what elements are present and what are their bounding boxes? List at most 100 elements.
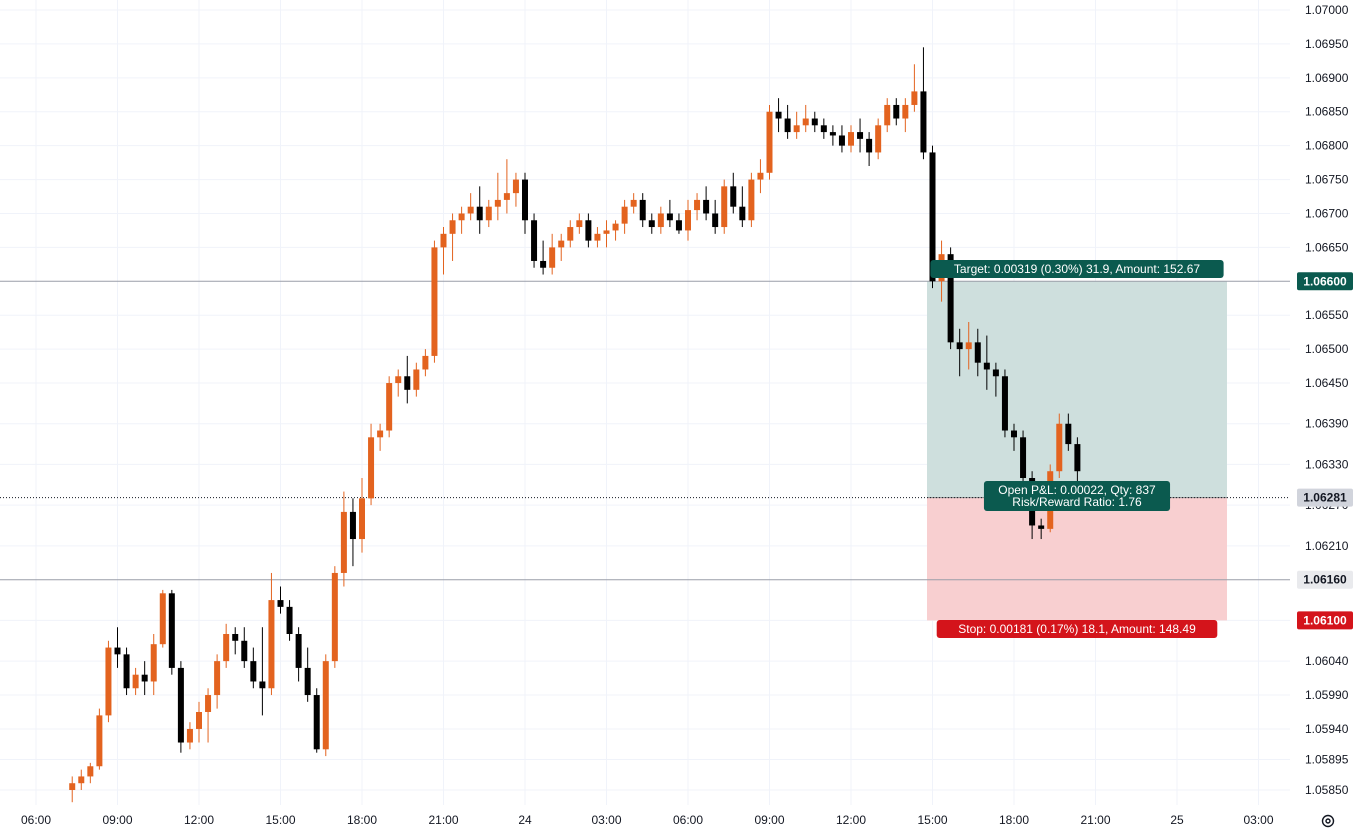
candle (431, 240, 438, 363)
candle (902, 98, 909, 133)
candle (232, 627, 239, 655)
price-tick-label: 1.06700 (1305, 206, 1349, 220)
candle (730, 172, 737, 214)
gear-icon[interactable] (1321, 814, 1335, 828)
pnl-label-text: Risk/Reward Ratio: 1.76 (1012, 495, 1142, 509)
current-price-tag: 1.06281 (1297, 488, 1353, 507)
candle (250, 647, 257, 689)
time-tick-label: 15:00 (265, 813, 295, 827)
candle (476, 186, 483, 234)
svg-text:1.06160: 1.06160 (1303, 573, 1347, 587)
price-tick-label: 1.05940 (1305, 722, 1349, 736)
candle (766, 104, 773, 180)
candle (567, 220, 574, 248)
candle (223, 623, 230, 668)
candle (331, 566, 338, 668)
candle (132, 667, 139, 696)
candle (214, 654, 221, 709)
price-tick-label: 1.06500 (1305, 342, 1349, 356)
candle (802, 104, 809, 133)
time-axis[interactable]: 06:00 09:00 12:00 15:00 18:00 21:00 24 03:00 06:… (21, 813, 1274, 827)
candle (494, 172, 501, 221)
candle (838, 125, 845, 153)
candle (87, 762, 94, 784)
candle (277, 586, 284, 614)
candle (368, 423, 375, 506)
candle (1020, 430, 1027, 485)
candle (268, 572, 275, 696)
candle (648, 213, 655, 234)
candle (549, 233, 556, 275)
candle (558, 233, 565, 261)
candle (123, 647, 130, 696)
price-tick-label: 1.06800 (1305, 139, 1349, 153)
candle (775, 98, 782, 133)
candle (413, 362, 420, 397)
price-axis[interactable]: 1.07000 1.06950 1.06900 1.06850 1.06800 1.067… (1305, 3, 1349, 797)
candle (694, 193, 701, 221)
candle (1056, 413, 1063, 478)
svg-text:1.06600: 1.06600 (1303, 274, 1347, 288)
price-tick-label: 1.06950 (1305, 37, 1349, 51)
price-tick-label: 1.06040 (1305, 654, 1349, 668)
candle (621, 199, 628, 234)
candle (150, 634, 157, 696)
candle (78, 769, 85, 790)
candle (829, 125, 836, 146)
price-tick-label: 1.05895 (1305, 752, 1349, 766)
candle (965, 322, 972, 370)
candle (205, 688, 212, 743)
candle (603, 220, 610, 248)
candle (857, 118, 864, 153)
candle (141, 661, 148, 696)
price-tick-label: 1.05990 (1305, 688, 1349, 702)
candle (359, 478, 365, 553)
candle (1011, 423, 1017, 451)
candle (748, 172, 755, 228)
price-tick-label: 1.06330 (1305, 457, 1349, 471)
candle (1065, 413, 1072, 451)
candle (177, 661, 184, 753)
stop-price-tag: 1.06100 (1297, 611, 1353, 630)
stop-zone[interactable] (927, 497, 1227, 621)
svg-text:1.06281: 1.06281 (1303, 491, 1347, 505)
candle (349, 498, 356, 567)
candle (449, 213, 456, 261)
candle (585, 213, 592, 248)
candle (576, 213, 583, 234)
price-tick-label: 1.06850 (1305, 105, 1349, 119)
candle (1038, 518, 1045, 540)
price-tags: 1.06600 1.06281 1.06160 1.06100 (1297, 272, 1353, 630)
candle (386, 376, 393, 438)
candle (259, 627, 266, 716)
candle (920, 47, 927, 160)
candle (875, 118, 882, 160)
candle (313, 688, 320, 753)
candle (820, 118, 827, 139)
candle (721, 179, 728, 234)
price-tick-label: 1.05850 (1305, 783, 1349, 797)
time-tick-label: 03:00 (1243, 813, 1273, 827)
time-tick-label: 24 (518, 813, 532, 827)
target-label: Target: 0.00319 (0.30%) 31.9, Amount: 15… (930, 260, 1224, 278)
candle (757, 159, 764, 194)
time-tick-label: 12:00 (836, 813, 866, 827)
candle (811, 111, 818, 133)
price-tick-label: 1.06650 (1305, 240, 1349, 254)
candle (159, 589, 166, 648)
candle (1001, 369, 1008, 438)
candle (522, 172, 528, 234)
time-tick-label: 21:00 (428, 813, 458, 827)
candle (793, 111, 800, 139)
price-tick-label: 1.06900 (1305, 71, 1349, 85)
candles (69, 47, 1081, 803)
candle (657, 206, 664, 234)
candle (675, 213, 682, 234)
time-tick-label: 06:00 (673, 813, 703, 827)
candle (594, 227, 601, 248)
candle (186, 722, 193, 750)
candle (467, 193, 474, 221)
candle (503, 159, 510, 214)
